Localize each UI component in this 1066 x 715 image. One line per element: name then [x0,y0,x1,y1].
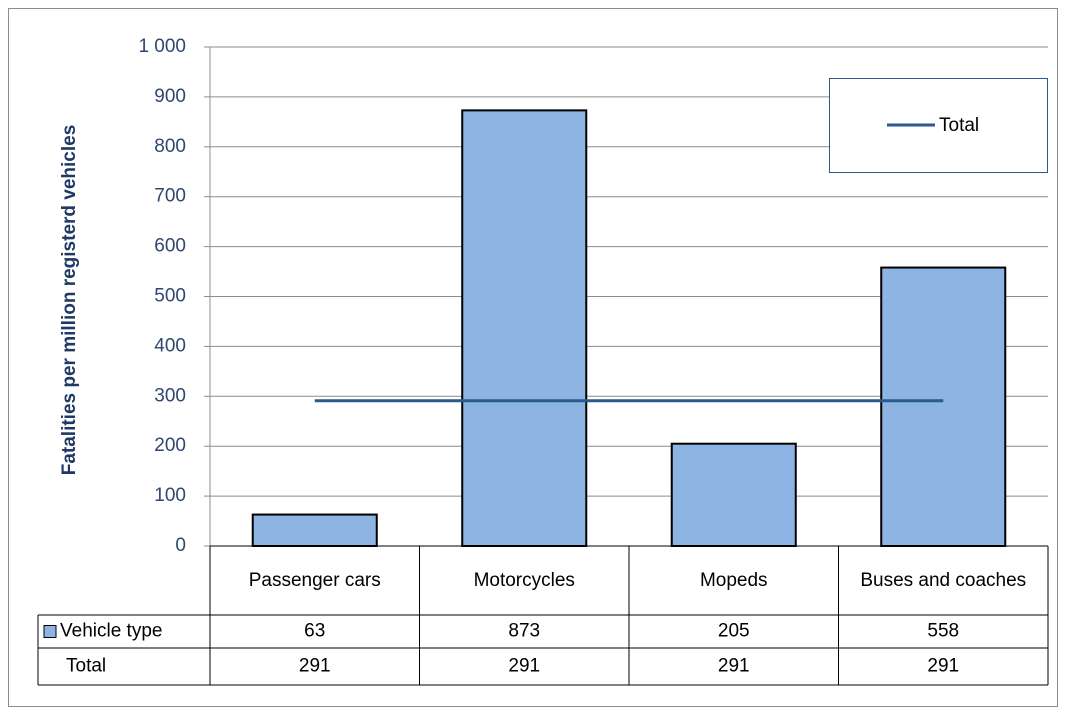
y-tick-label: 0 [175,535,186,556]
category-label: Motorcycles [473,569,575,591]
table-value: 205 [718,621,750,642]
y-tick-label: 300 [154,385,186,406]
category-label: Mopeds [699,569,768,591]
y-tick-label: 1 000 [138,36,186,57]
table-value: 291 [299,656,331,677]
row-label: Total [66,656,106,677]
bar [251,513,378,547]
y-tick-label: 100 [154,485,186,506]
row-label: Vehicle type [60,621,162,642]
table-value: 291 [927,656,959,677]
table-value: 63 [304,621,325,642]
table-value: 291 [508,656,540,677]
table-value: 873 [508,621,540,642]
y-tick-label: 600 [154,236,186,257]
chart-border [8,8,1058,707]
category-label: Buses and coaches [860,569,1027,591]
y-tick-label: 900 [154,86,186,107]
bar [670,442,797,547]
y-tick-label: 200 [154,435,186,456]
y-tick-label: 800 [154,136,186,157]
bar [880,266,1007,547]
table-value: 558 [927,621,959,642]
y-tick-label: 500 [154,286,186,307]
y-tick-label: 400 [154,335,186,356]
legend-box [829,78,1048,173]
bar [461,109,588,548]
table-value: 291 [718,656,750,677]
y-axis-label: Fatalities per million registerd vehicle… [59,125,80,476]
legend-key [43,625,57,638]
legend-label: Total [939,115,979,136]
y-tick-label: 700 [154,186,186,207]
category-label: Passenger cars [248,569,381,591]
